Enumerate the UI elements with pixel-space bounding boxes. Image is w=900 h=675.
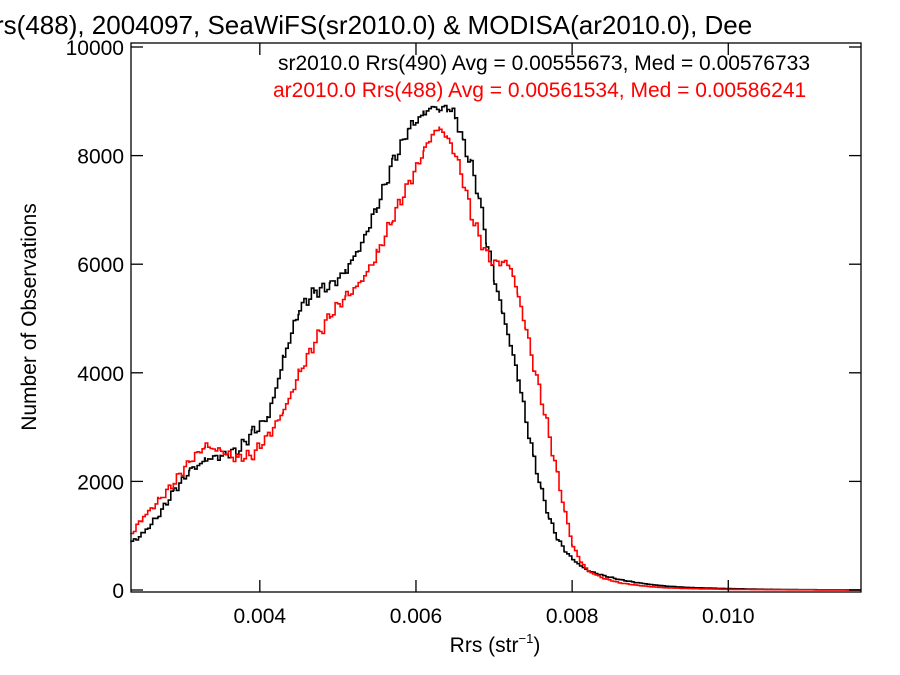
y-tick-label: 8000 bbox=[77, 146, 124, 169]
x-tick-label: 0.006 bbox=[390, 605, 443, 628]
plot-frame bbox=[130, 42, 862, 593]
y-tick-label: 2000 bbox=[77, 471, 124, 494]
y-tick-label: 0 bbox=[112, 580, 124, 603]
legend-entry-sr2010: sr2010.0 Rrs(490) Avg = 0.00555673, Med … bbox=[278, 52, 810, 75]
y-tick-label: 6000 bbox=[77, 254, 124, 277]
legend-entry-ar2010: ar2010.0 Rrs(488) Avg = 0.00561534, Med … bbox=[273, 79, 806, 102]
series-sr2010-line bbox=[130, 104, 861, 591]
x-tick-label: 0.008 bbox=[546, 605, 599, 628]
y-tick-label: 4000 bbox=[77, 363, 124, 386]
legend: sr2010.0 Rrs(490) Avg = 0.00555673, Med … bbox=[273, 52, 810, 102]
x-tick-label: 0.004 bbox=[234, 605, 287, 628]
chart-title: rs(488), 2004097, SeaWiFS(sr2010.0) & MO… bbox=[0, 10, 752, 40]
y-axis: 0 2000 4000 6000 8000 10000 bbox=[66, 37, 861, 603]
y-tick-label: 10000 bbox=[66, 37, 124, 60]
x-axis-label: Rrs (str−1) bbox=[450, 631, 541, 657]
x-axis: 0.004 0.006 0.008 0.010 bbox=[234, 43, 755, 628]
x-tick-label: 0.010 bbox=[702, 605, 755, 628]
y-axis-label: Number of Observations bbox=[18, 203, 41, 431]
series-ar2010-line bbox=[130, 126, 861, 591]
